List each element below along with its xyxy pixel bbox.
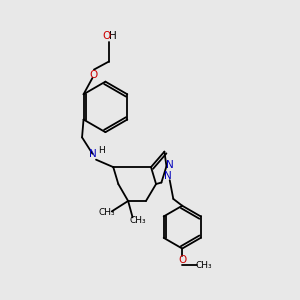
Text: CH₃: CH₃: [195, 261, 212, 270]
Text: N: N: [164, 171, 172, 181]
Text: H: H: [110, 31, 117, 41]
Text: CH₃: CH₃: [98, 208, 115, 217]
Text: O: O: [178, 255, 186, 265]
Text: N: N: [166, 160, 173, 170]
Text: O: O: [90, 70, 98, 80]
Text: O: O: [102, 31, 110, 41]
Text: CH₃: CH₃: [129, 216, 146, 225]
Text: N: N: [88, 149, 96, 159]
Text: H: H: [99, 146, 105, 154]
